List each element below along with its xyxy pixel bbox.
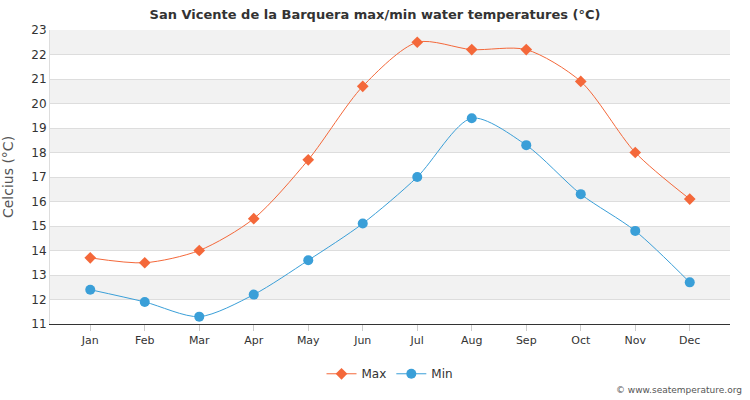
- svg-text:13: 13: [31, 268, 46, 282]
- svg-text:Feb: Feb: [135, 334, 154, 347]
- svg-text:Oct: Oct: [571, 334, 591, 347]
- svg-text:Jun: Jun: [353, 334, 371, 347]
- svg-text:11: 11: [31, 317, 46, 331]
- svg-text:Celcius (°C): Celcius (°C): [0, 136, 16, 218]
- svg-text:San Vicente de la Barquera max: San Vicente de la Barquera max/min water…: [150, 7, 601, 22]
- svg-text:May: May: [297, 334, 320, 347]
- svg-text:22: 22: [31, 48, 46, 62]
- svg-text:Min: Min: [431, 367, 452, 381]
- svg-text:Apr: Apr: [244, 334, 264, 347]
- svg-text:14: 14: [31, 244, 46, 258]
- svg-text:15: 15: [31, 219, 46, 233]
- svg-text:Mar: Mar: [189, 334, 210, 347]
- svg-text:12: 12: [31, 293, 46, 307]
- svg-text:Jan: Jan: [81, 334, 99, 347]
- svg-text:19: 19: [31, 121, 46, 135]
- svg-text:Max: Max: [362, 367, 387, 381]
- svg-text:17: 17: [31, 170, 46, 184]
- svg-text:21: 21: [31, 72, 46, 86]
- svg-text:Jul: Jul: [410, 334, 424, 347]
- svg-text:16: 16: [31, 195, 46, 209]
- svg-text:23: 23: [31, 23, 46, 37]
- svg-text:Sep: Sep: [516, 334, 537, 347]
- svg-text:Nov: Nov: [625, 334, 647, 347]
- svg-text:Dec: Dec: [679, 334, 700, 347]
- svg-text:18: 18: [31, 146, 46, 160]
- svg-text:20: 20: [31, 97, 46, 111]
- svg-text:Aug: Aug: [461, 334, 482, 347]
- svg-text:© www.seatemperature.org: © www.seatemperature.org: [616, 385, 742, 395]
